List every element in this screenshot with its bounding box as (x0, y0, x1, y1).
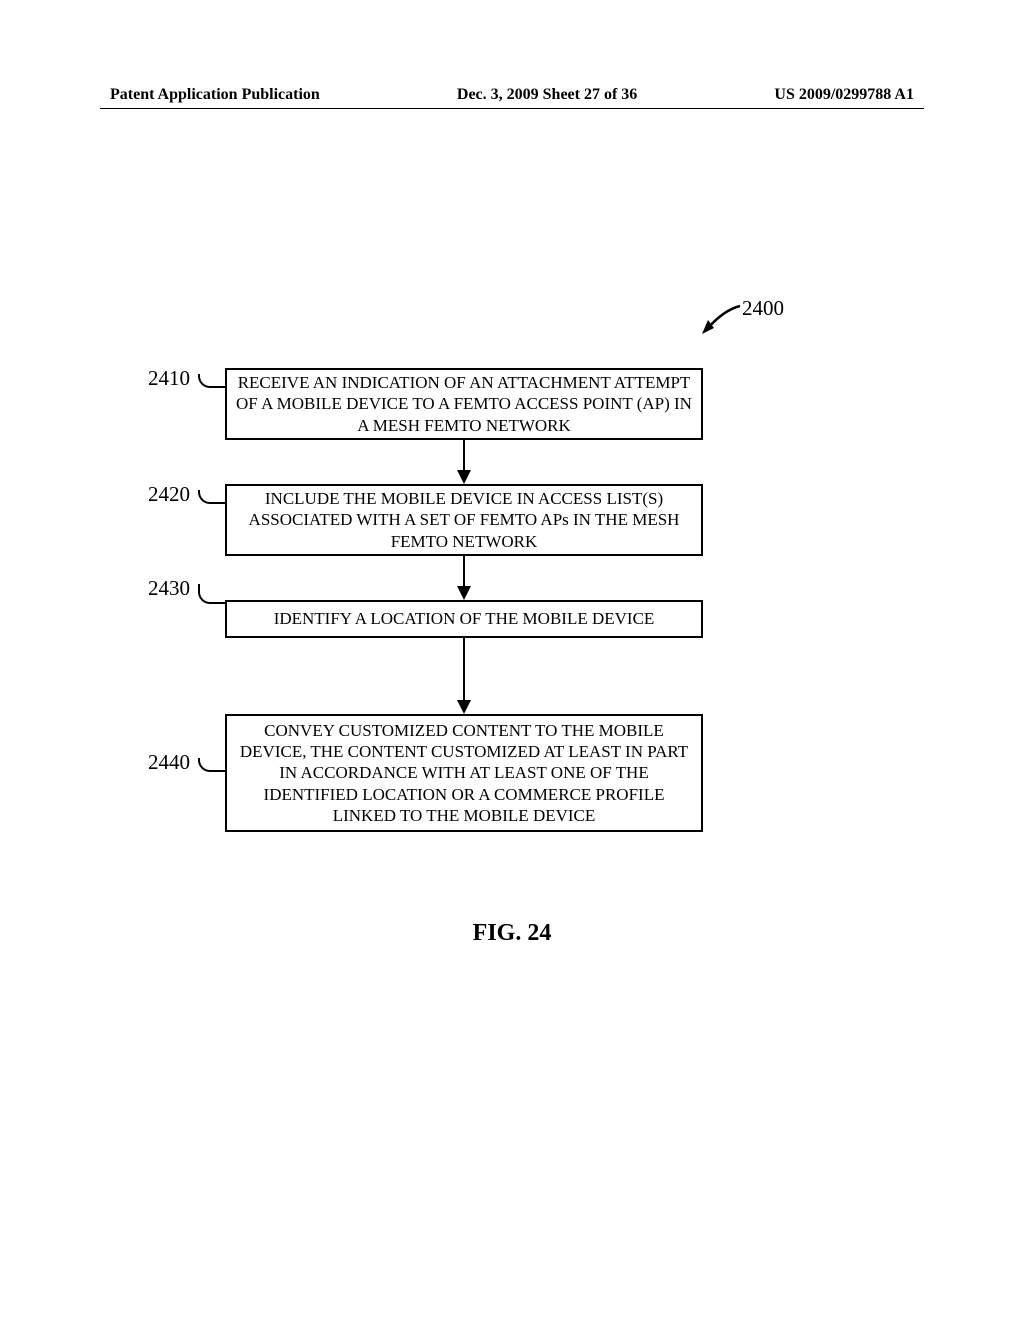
arrow-head-icon (457, 470, 471, 484)
step-text: INCLUDE THE MOBILE DEVICE IN ACCESS LIST… (235, 488, 693, 552)
arrow-head-icon (457, 700, 471, 714)
step-text: IDENTIFY A LOCATION OF THE MOBILE DEVICE (274, 608, 655, 629)
lead-line (198, 758, 226, 772)
header-right: US 2009/0299788 A1 (774, 86, 914, 104)
lead-line (198, 490, 226, 504)
figure-reference-number: 2400 (742, 296, 784, 321)
figure-caption: FIG. 24 (0, 920, 1024, 947)
page-header: Patent Application Publication Dec. 3, 2… (0, 86, 1024, 104)
header-rule (100, 108, 924, 109)
step-box-2410: RECEIVE AN INDICATION OF AN ATTACHMENT A… (225, 368, 703, 440)
arrow-line (463, 440, 465, 472)
step-box-2420: INCLUDE THE MOBILE DEVICE IN ACCESS LIST… (225, 484, 703, 556)
arrow-line (463, 638, 465, 702)
header-center: Dec. 3, 2009 Sheet 27 of 36 (457, 86, 637, 104)
header-left: Patent Application Publication (110, 86, 320, 104)
step-label-2410: 2410 (148, 366, 190, 391)
arrow-head-icon (457, 586, 471, 600)
arrow-line (463, 556, 465, 588)
step-box-2440: CONVEY CUSTOMIZED CONTENT TO THE MOBILE … (225, 714, 703, 832)
step-text: RECEIVE AN INDICATION OF AN ATTACHMENT A… (235, 372, 693, 436)
lead-line (198, 374, 226, 388)
lead-line (198, 584, 226, 604)
step-box-2430: IDENTIFY A LOCATION OF THE MOBILE DEVICE (225, 600, 703, 638)
step-text: CONVEY CUSTOMIZED CONTENT TO THE MOBILE … (235, 720, 693, 826)
step-label-2430: 2430 (148, 576, 190, 601)
step-label-2440: 2440 (148, 750, 190, 775)
reference-arrow-icon (700, 300, 742, 336)
step-label-2420: 2420 (148, 482, 190, 507)
